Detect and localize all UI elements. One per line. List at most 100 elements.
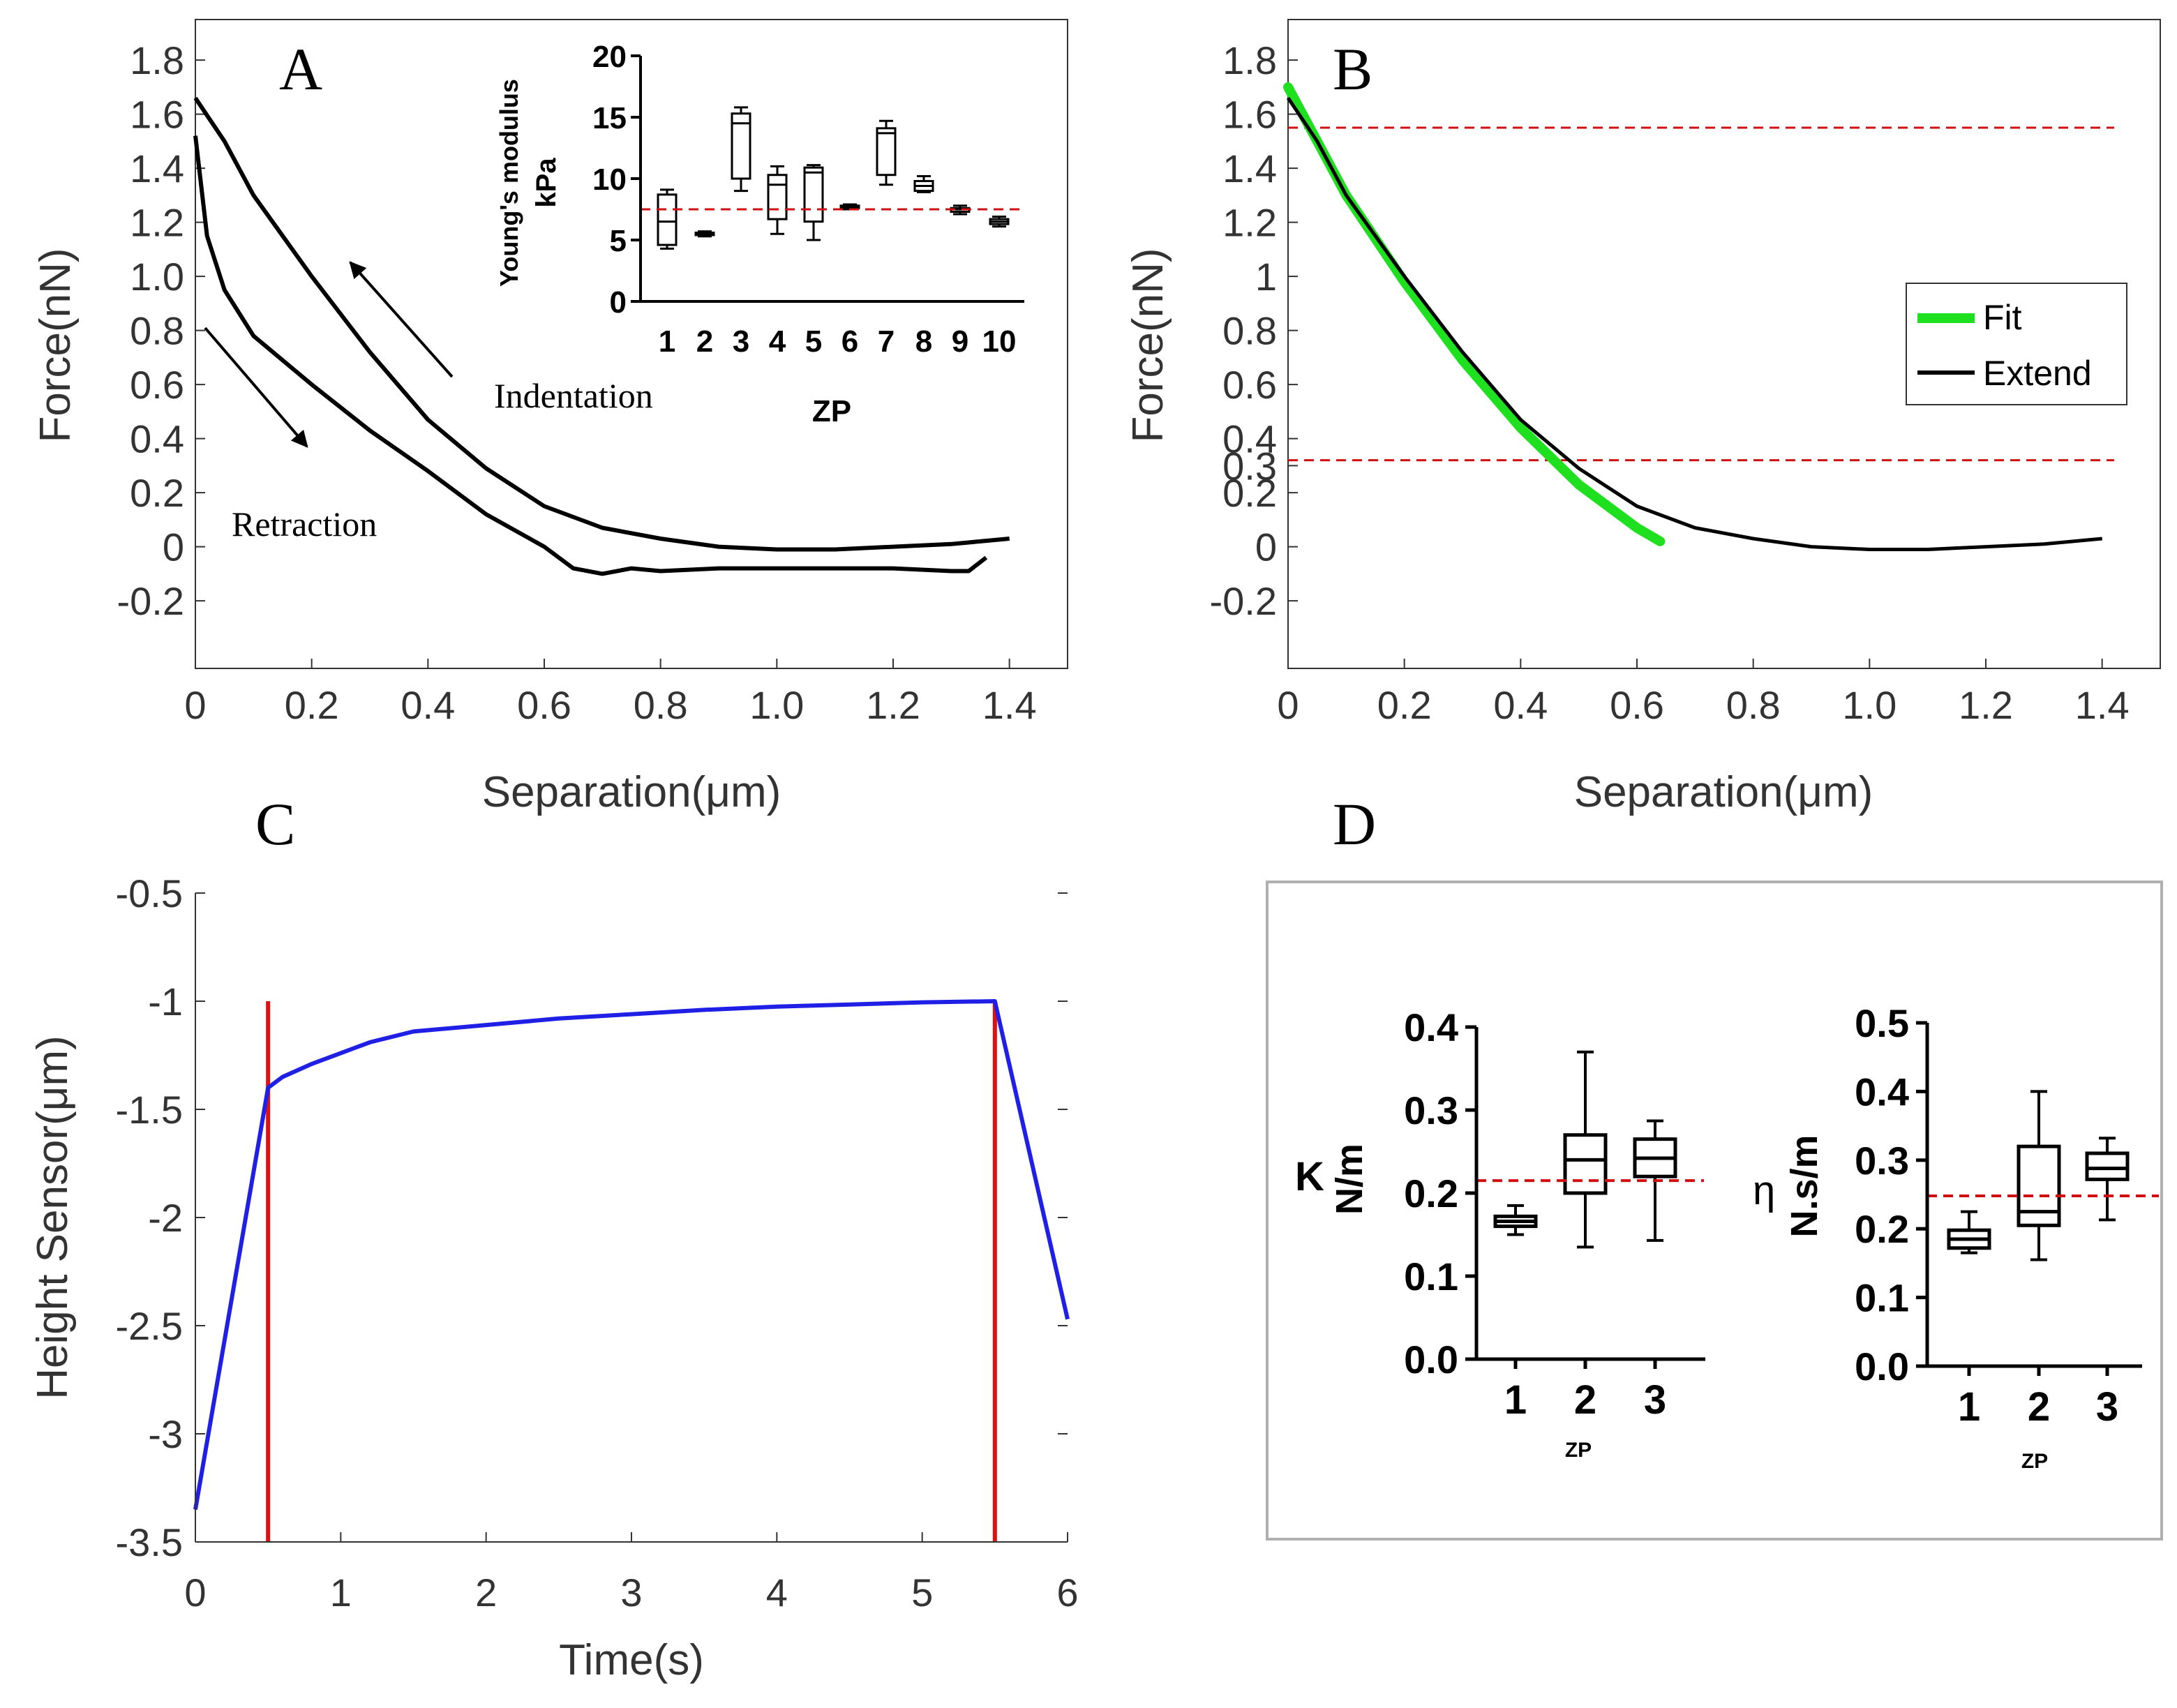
inset-x-tick-label: 8	[915, 324, 932, 359]
inset-x-tick-label: 9	[952, 324, 968, 359]
eta-x-tick-label: 3	[2096, 1384, 2118, 1430]
k-y-ticks: 0.4 0.3 0.2 0.1 0.0	[1404, 1005, 1476, 1381]
height-sensor-curve	[193, 999, 1070, 1511]
indentation-arrow	[349, 261, 454, 378]
inset-x-label: ZP	[812, 394, 851, 428]
panel-b-x-ticks: 0 0.2 0.4 0.6 0.8 1.0 1.2 1.4	[1277, 659, 2130, 727]
x-tick-label: 0.8	[1726, 683, 1781, 727]
y-tick-label: 0.4	[1222, 417, 1277, 461]
panel-b-reference-lines	[1288, 126, 2114, 462]
eta-y-tick-label: 0.2	[1855, 1207, 1909, 1251]
panel-b-y-ticks: 1.8 1.6 1.4 1.2 1 0.8 0.6 0.40.30.2 0 -0.2	[1210, 38, 1298, 623]
panel-c-label: C	[255, 791, 295, 857]
x-tick-label: 0	[1277, 683, 1299, 727]
k-y-tick-label: 0.4	[1404, 1005, 1458, 1049]
retraction-arrow	[204, 327, 308, 448]
y-tick-label: 0	[1255, 525, 1277, 569]
x-tick-label: 0.6	[517, 683, 571, 727]
y-tick-label: -3.5	[116, 1520, 184, 1564]
inset-x-tick-label: 4	[769, 324, 786, 359]
inset-x-tick-label: 3	[733, 324, 749, 359]
y-tick-label: -1	[148, 980, 183, 1024]
inset-y-label-line2: kPa	[531, 158, 562, 208]
eta-y-label-symbol: η	[1753, 1168, 1775, 1213]
eta-box	[2017, 1144, 2061, 1227]
k-x-tick-label: 3	[1644, 1377, 1666, 1423]
k-x-tick-label: 1	[1504, 1377, 1527, 1423]
y-tick-label: 1.2	[130, 201, 184, 245]
inset-x-ticks: 1 2 3 4 5 6 7 8 9 10	[659, 324, 1017, 359]
eta-y-tick-label: 0.4	[1855, 1070, 1909, 1114]
y-tick-label: 1.2	[1222, 201, 1277, 245]
y-tick-label: -0.2	[1210, 579, 1278, 623]
k-y-tick-label: 0.1	[1404, 1254, 1458, 1298]
x-tick-label: 0.2	[1377, 683, 1432, 727]
y-tick-label: 1.8	[1222, 38, 1277, 82]
inset-x-tick-label: 1	[659, 324, 675, 359]
y-tick-label: 0.8	[1222, 309, 1277, 353]
x-tick-label: 1.0	[749, 683, 804, 727]
panel-a-frame	[195, 19, 1068, 669]
inset-y-tick-label: 20	[592, 40, 627, 74]
y-tick-label: 0.4	[130, 417, 184, 461]
k-y-label-symbol: K	[1295, 1154, 1324, 1199]
retraction-label: Retraction	[232, 504, 377, 544]
k-y-tick-label: 0.2	[1404, 1171, 1458, 1215]
y-tick-label: 0.2	[130, 471, 184, 515]
panel-b-label: B	[1333, 36, 1372, 103]
inset-x-tick-label: 6	[841, 324, 858, 359]
y-tick-label: 1.4	[130, 147, 184, 190]
y-tick-label: -0.2	[117, 579, 185, 623]
x-tick-label: 1	[330, 1571, 352, 1615]
x-tick-label: 0.6	[1610, 683, 1664, 727]
inset-y-tick-label: 5	[610, 224, 627, 258]
inset-y-tick-label: 15	[592, 101, 627, 135]
k-box	[1563, 1133, 1608, 1195]
panel-a-x-label: Separation(μm)	[482, 768, 781, 816]
panel-a: 1.8 1.6 1.4 1.2 1.0 0.8 0.6 0.4 0.2 0 -0.2 0 0.2 0.4…	[31, 19, 1068, 816]
inset-y-tick-label: 0	[610, 285, 627, 320]
x-tick-label: 1.2	[1959, 683, 2013, 727]
inset-y-label-line1: Young's modulus	[495, 79, 523, 287]
eta-y-tick-label: 0.1	[1855, 1276, 1909, 1320]
eta-box	[2085, 1151, 2130, 1181]
panel-b-legend: Fit Extend	[1906, 283, 2127, 405]
eta-y-label-unit: N.s/m	[1783, 1134, 1825, 1237]
indentation-label: Indentation	[494, 376, 653, 415]
x-tick-label: 0.8	[634, 683, 688, 727]
x-tick-label: 5	[911, 1571, 933, 1615]
x-tick-label: 2	[475, 1571, 497, 1615]
eta-y-ticks: 0.5 0.4 0.3 0.2 0.1 0.0	[1855, 1001, 1927, 1388]
y-tick-label: 0.3	[1222, 444, 1277, 488]
inset-box	[876, 127, 897, 177]
y-tick-label: -1.5	[116, 1088, 184, 1132]
y-tick-label: 0.6	[1222, 363, 1277, 407]
inset-box	[803, 166, 824, 223]
panel-c-x-label: Time(s)	[559, 1636, 704, 1684]
inset-y-tick-label: 10	[592, 163, 627, 197]
x-tick-label: 0.2	[285, 683, 339, 727]
k-boxes	[1476, 1050, 1704, 1249]
panel-c-curves	[193, 999, 1070, 1542]
inset-x-tick-label: 10	[982, 324, 1017, 359]
inset-x-tick-label: 5	[805, 324, 822, 359]
x-tick-label: 0	[184, 683, 206, 727]
retraction-curve	[193, 135, 988, 576]
inset-x-tick-label: 7	[878, 324, 895, 359]
x-tick-label: 0	[184, 1571, 206, 1615]
panel-b-curves	[1283, 82, 2102, 551]
panel-a-y-label: Force(nN)	[31, 248, 80, 442]
inset-box	[657, 193, 678, 246]
y-tick-label: 1	[1255, 255, 1277, 299]
inset-y-ticks: 20 15 10 5 0	[592, 40, 641, 320]
panel-d-frame	[1266, 881, 2163, 1541]
x-tick-label: 1.4	[2075, 683, 2130, 727]
panel-c-x-ticks: 0 1 2 3 4 5 6	[184, 1532, 1079, 1615]
eta-boxes	[1927, 1090, 2159, 1261]
eta-x-label: ZP	[2021, 1450, 2048, 1473]
y-tick-label: -2	[148, 1196, 183, 1240]
inset-x-tick-label: 2	[696, 324, 713, 359]
